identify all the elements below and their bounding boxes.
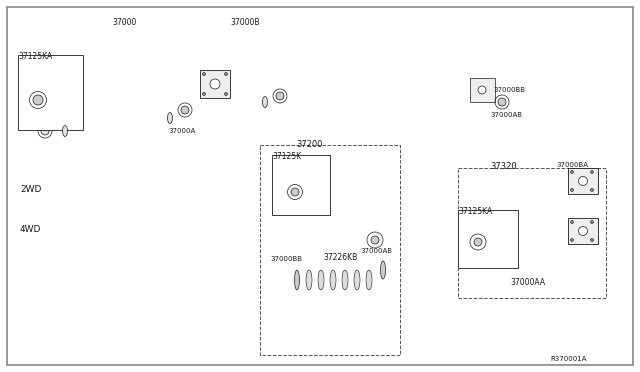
Circle shape <box>202 93 205 96</box>
Circle shape <box>579 176 588 186</box>
Text: 37000: 37000 <box>112 18 136 27</box>
Bar <box>568 168 598 194</box>
Circle shape <box>33 95 43 105</box>
Circle shape <box>591 170 593 173</box>
Circle shape <box>225 73 227 76</box>
Circle shape <box>291 188 299 196</box>
Circle shape <box>570 170 573 173</box>
Ellipse shape <box>262 96 268 108</box>
Bar <box>260 145 400 355</box>
Circle shape <box>225 93 227 96</box>
Text: 37000BB: 37000BB <box>270 256 302 262</box>
Text: 37000B: 37000B <box>230 18 259 27</box>
Circle shape <box>570 238 573 241</box>
Bar <box>200 70 230 98</box>
Ellipse shape <box>354 270 360 290</box>
Circle shape <box>591 221 593 224</box>
Text: 37000A: 37000A <box>168 128 195 134</box>
Ellipse shape <box>306 270 312 290</box>
Ellipse shape <box>381 261 385 279</box>
Ellipse shape <box>318 270 324 290</box>
Bar <box>458 168 606 298</box>
Bar <box>272 155 330 215</box>
Bar <box>458 210 518 268</box>
Circle shape <box>371 236 379 244</box>
Ellipse shape <box>168 112 173 124</box>
Bar <box>18 55 83 130</box>
Text: 37000BB: 37000BB <box>493 87 525 93</box>
Ellipse shape <box>330 270 336 290</box>
Ellipse shape <box>294 270 300 290</box>
Circle shape <box>478 86 486 94</box>
Ellipse shape <box>63 125 67 137</box>
Circle shape <box>41 127 49 135</box>
Text: 37000AB: 37000AB <box>490 112 522 118</box>
Text: 37125KA: 37125KA <box>18 52 52 61</box>
Circle shape <box>210 79 220 89</box>
Circle shape <box>570 221 573 224</box>
Text: 37320: 37320 <box>490 162 516 171</box>
Text: 37200: 37200 <box>296 140 323 149</box>
Text: 37000BA: 37000BA <box>556 162 588 168</box>
Text: 37125K: 37125K <box>272 152 301 161</box>
Text: R370001A: R370001A <box>550 356 586 362</box>
Text: 4WD: 4WD <box>20 225 42 234</box>
Circle shape <box>474 238 482 246</box>
Circle shape <box>579 227 588 235</box>
Text: 37226KB: 37226KB <box>323 253 357 262</box>
Bar <box>568 218 598 244</box>
Bar <box>470 78 495 102</box>
Text: 37000AB: 37000AB <box>360 248 392 254</box>
Circle shape <box>498 98 506 106</box>
Text: 37000AA: 37000AA <box>510 278 545 287</box>
Circle shape <box>591 238 593 241</box>
Ellipse shape <box>342 270 348 290</box>
Circle shape <box>276 92 284 100</box>
Text: 2WD: 2WD <box>20 185 42 194</box>
Circle shape <box>591 189 593 192</box>
Ellipse shape <box>366 270 372 290</box>
Circle shape <box>181 106 189 114</box>
Text: 37125KA: 37125KA <box>458 207 492 216</box>
Circle shape <box>570 189 573 192</box>
Circle shape <box>202 73 205 76</box>
